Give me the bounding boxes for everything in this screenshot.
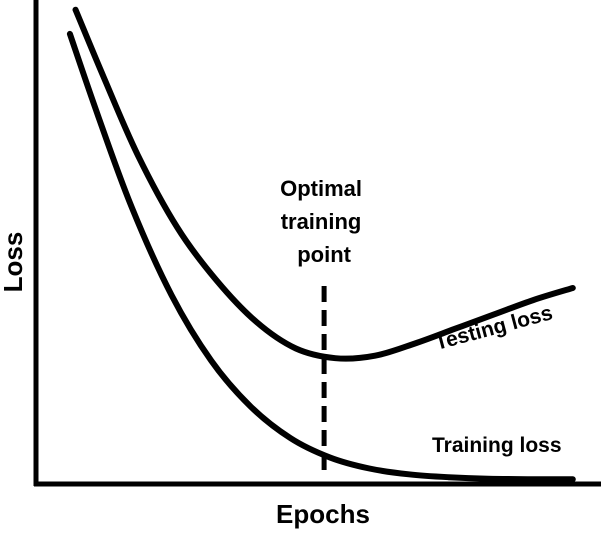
x-axis-title: Epochs [276,499,370,529]
optimal-annotation-line-1: Optimal [280,176,362,201]
y-axis-title: Loss [0,232,28,293]
series-line-testing-loss [72,6,576,362]
series-label-training-loss: Training loss [432,434,562,457]
optimal-annotation: Optimal training point [280,176,368,267]
optimal-annotation-line-2: training [281,209,362,234]
optimal-annotation-line-3: point [297,242,351,267]
series-label-testing-loss: Testing loss [432,301,555,355]
series-line-training-loss [66,30,576,483]
